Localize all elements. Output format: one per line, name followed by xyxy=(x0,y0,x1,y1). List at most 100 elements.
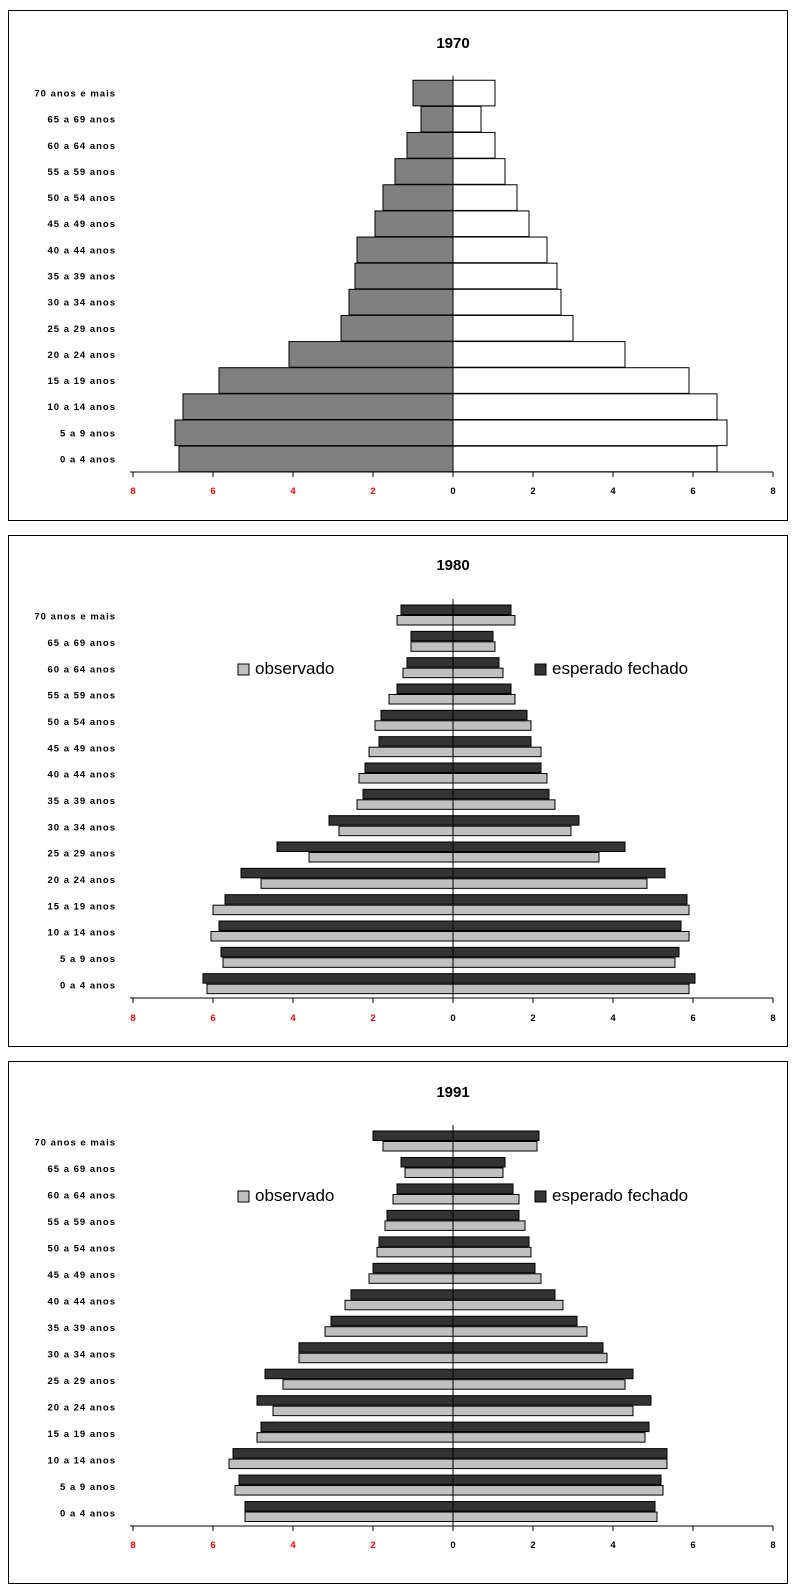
bar-right xyxy=(452,314,574,342)
bar-esperado-right xyxy=(452,894,688,905)
category-label: 55 a 59 anos xyxy=(47,1217,116,1228)
bar-left xyxy=(218,367,454,394)
bar-esperado-left xyxy=(260,1421,454,1433)
category-label: 20 a 24 anos xyxy=(47,350,116,361)
bar-esperado-right xyxy=(452,1368,634,1380)
bar-esperado-right xyxy=(452,736,532,747)
bar-esperado-right xyxy=(452,788,550,800)
bar-observado-right xyxy=(452,957,676,968)
bar-observado-right xyxy=(452,746,542,758)
bar-esperado-left xyxy=(244,1501,454,1512)
category-label: 5 a 9 anos xyxy=(60,954,116,965)
bar-esperado-left xyxy=(386,1209,454,1221)
bar-observado-left xyxy=(404,1167,454,1178)
category-label: 10 a 14 anos xyxy=(47,928,116,939)
bar-esperado-left xyxy=(400,604,454,615)
bar-esperado-left xyxy=(410,630,454,642)
bar-right xyxy=(452,288,562,316)
bar-esperado-right xyxy=(452,1156,506,1168)
bar-esperado-right xyxy=(452,709,528,721)
bar-esperado-right xyxy=(452,762,542,773)
legend-label: esperado fechado xyxy=(552,1186,688,1205)
bar-observado-left xyxy=(384,1220,454,1231)
x-tick-label: 8 xyxy=(130,1013,135,1024)
bar-esperado-right xyxy=(452,1395,652,1406)
bar-observado-right xyxy=(452,615,516,626)
bar-observado-right xyxy=(452,694,516,705)
bar-esperado-left xyxy=(218,920,454,931)
bar-left xyxy=(174,419,454,447)
bar-observado-right xyxy=(452,1352,608,1364)
x-tick-label: 4 xyxy=(290,486,296,497)
bar-esperado-right xyxy=(452,1421,650,1433)
bar-observado-right xyxy=(452,1220,526,1231)
category-label: 5 a 9 anos xyxy=(60,1482,116,1493)
x-tick-label: 4 xyxy=(610,1013,616,1024)
x-tick-label: 0 xyxy=(450,1013,455,1024)
bar-esperado-left xyxy=(350,1289,454,1300)
bar-observado-left xyxy=(382,1141,454,1152)
category-label: 50 a 54 anos xyxy=(47,193,116,204)
bar-left xyxy=(420,105,454,133)
category-label: 65 a 69 anos xyxy=(47,115,116,126)
bar-esperado-right xyxy=(452,841,626,852)
x-tick-label: 6 xyxy=(210,1540,215,1551)
x-tick-label: 6 xyxy=(690,1013,695,1024)
category-label: 70 anos e mais xyxy=(34,1138,116,1149)
bar-esperado-left xyxy=(396,1183,454,1194)
bar-esperado-right xyxy=(452,867,666,879)
bar-observado-left xyxy=(368,1273,454,1284)
bar-esperado-left xyxy=(276,841,454,852)
bar-observado-right xyxy=(452,1432,646,1443)
bar-observado-right xyxy=(452,773,548,784)
x-tick-label: 6 xyxy=(690,1540,695,1551)
chart-title: 1980 xyxy=(436,557,469,574)
bar-observado-left xyxy=(282,1379,454,1390)
bar-left xyxy=(406,132,454,159)
category-label: 60 a 64 anos xyxy=(47,1191,116,1202)
category-label: 15 a 19 anos xyxy=(47,1429,116,1440)
bar-esperado-left xyxy=(406,657,454,668)
bar-observado-right xyxy=(452,1299,564,1311)
category-label: 5 a 9 anos xyxy=(60,428,116,439)
chart-panel-1980: 1980 0 a 4 anos 5 a 9 anos 10 a 14 anos 15 a… xyxy=(8,535,788,1047)
category-label: 45 a 49 anos xyxy=(47,1270,116,1281)
category-label: 20 a 24 anos xyxy=(47,1402,116,1413)
bar-observado-left xyxy=(244,1511,454,1523)
bar-observado-right xyxy=(452,1273,542,1284)
bar-right xyxy=(452,79,496,107)
bar-observado-left xyxy=(388,694,454,705)
bar-observado-left xyxy=(374,720,454,731)
category-label: 55 a 59 anos xyxy=(47,167,116,178)
category-label: 35 a 39 anos xyxy=(47,272,116,283)
category-label: 70 anos e mais xyxy=(34,89,116,100)
bar-left xyxy=(348,288,454,316)
bar-right xyxy=(452,132,496,159)
bar-esperado-right xyxy=(452,1474,662,1486)
bar-observado-left xyxy=(392,1193,454,1205)
legend-swatch xyxy=(237,663,250,676)
bar-esperado-right xyxy=(452,973,696,984)
bar-esperado-right xyxy=(452,815,580,826)
x-tick-label: 8 xyxy=(130,1540,135,1551)
pyramid-chart-1980: 1980 0 a 4 anos 5 a 9 anos 10 a 14 anos 15 a… xyxy=(34,557,775,1024)
x-tick-label: 2 xyxy=(370,1013,375,1024)
bar-observado-right xyxy=(452,1511,658,1523)
bar-esperado-left xyxy=(238,1474,454,1486)
bar-esperado-right xyxy=(452,946,680,958)
category-label: 0 a 4 anos xyxy=(60,454,116,465)
category-label: 20 a 24 anos xyxy=(47,875,116,886)
bar-observado-left xyxy=(298,1352,454,1364)
bar-right xyxy=(452,445,718,473)
category-label: 60 a 64 anos xyxy=(47,141,116,152)
x-tick-label: 4 xyxy=(610,1540,616,1551)
bar-left xyxy=(178,445,454,473)
category-label: 0 a 4 anos xyxy=(60,980,116,991)
bar-esperado-right xyxy=(452,657,500,668)
bar-esperado-right xyxy=(452,920,682,931)
bar-esperado-left xyxy=(400,1156,454,1168)
category-label: 40 a 44 anos xyxy=(47,1297,116,1308)
bar-observado-left xyxy=(222,957,454,968)
x-tick-label: 6 xyxy=(210,486,215,497)
x-tick-label: 2 xyxy=(370,486,375,497)
